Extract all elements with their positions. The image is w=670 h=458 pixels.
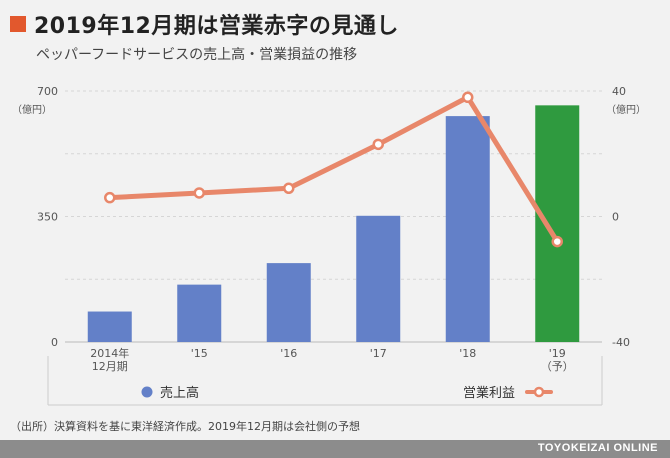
chart-subtitle: ペッパーフードサービスの売上高・営業損益の推移: [36, 47, 358, 63]
source-note: （出所）決算資料を基に東洋経済作成。2019年12月期は会社側の予想: [10, 420, 360, 433]
right-tick-label: 0: [612, 211, 619, 224]
x-tick-label: '19: [549, 347, 566, 360]
grid-layer: [65, 90, 602, 343]
chart-title: 2019年12月期は営業赤字の見通し: [34, 14, 399, 39]
profit-point: [104, 191, 116, 204]
profit-point: [551, 235, 563, 248]
brand-label: TOYOKEIZAI ONLINE: [537, 442, 658, 454]
profit-point: [372, 138, 384, 151]
x-tick-label: '17: [370, 347, 387, 360]
legend-layer: 売上高 営業利益: [47, 356, 603, 406]
x-tick-label: '15: [191, 347, 208, 360]
legend-bar-label: 売上高: [160, 385, 199, 401]
x-tick-label: '18: [459, 347, 476, 360]
right-tick-label: -40: [612, 336, 630, 349]
bar: [87, 311, 132, 342]
x-tick-label: 2014年: [90, 346, 129, 360]
bar: [445, 116, 490, 342]
title-marker: [10, 16, 26, 32]
profit-point: [462, 91, 474, 104]
legend-line-marker: [533, 386, 545, 398]
legend-line-label: 営業利益: [463, 385, 515, 401]
title-row: 2019年12月期は営業赤字の見通し: [10, 8, 399, 40]
bar: [177, 284, 222, 342]
right-tick-label: 40: [612, 85, 626, 98]
bar: [356, 215, 401, 342]
bar: [535, 105, 580, 342]
bar: [266, 263, 311, 342]
left-tick-label: 350: [37, 211, 58, 224]
profit-point: [283, 182, 295, 195]
left-axis-unit: （億円）: [12, 103, 52, 116]
right-axis-unit: （億円）: [606, 103, 646, 116]
line-layer: [104, 91, 563, 248]
x-tick-label: 12月期: [92, 360, 128, 373]
x-tick-label: （予）: [541, 360, 574, 373]
left-tick-label: 0: [51, 336, 58, 349]
profit-line: [107, 94, 560, 245]
x-tick-label: '16: [280, 347, 297, 360]
legend-bar-swatch: [141, 386, 153, 398]
left-tick-label: 700: [37, 85, 58, 98]
footer-bar: TOYOKEIZAI ONLINE: [0, 440, 670, 458]
profit-point: [193, 187, 205, 199]
bar-layer: [87, 105, 580, 342]
